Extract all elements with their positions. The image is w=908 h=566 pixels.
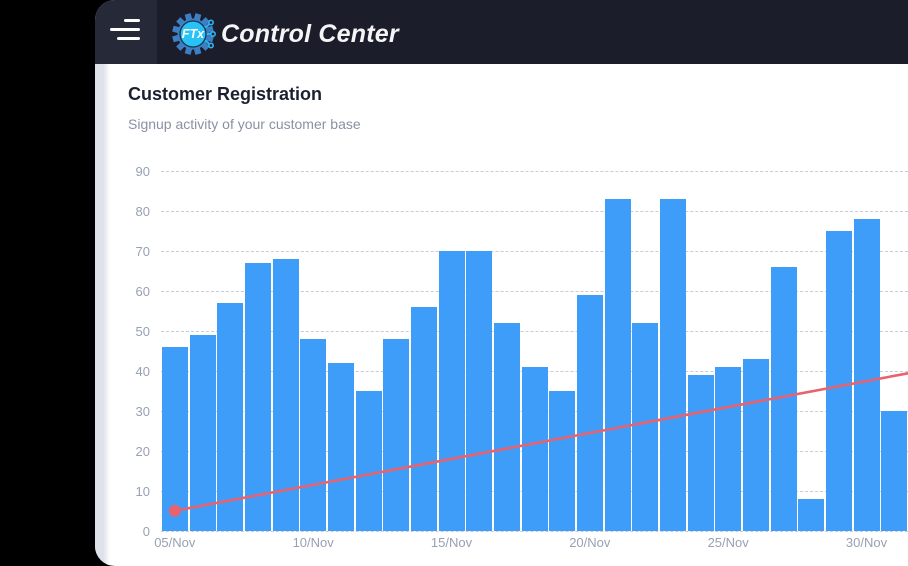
svg-text:FTx: FTx xyxy=(182,27,205,41)
